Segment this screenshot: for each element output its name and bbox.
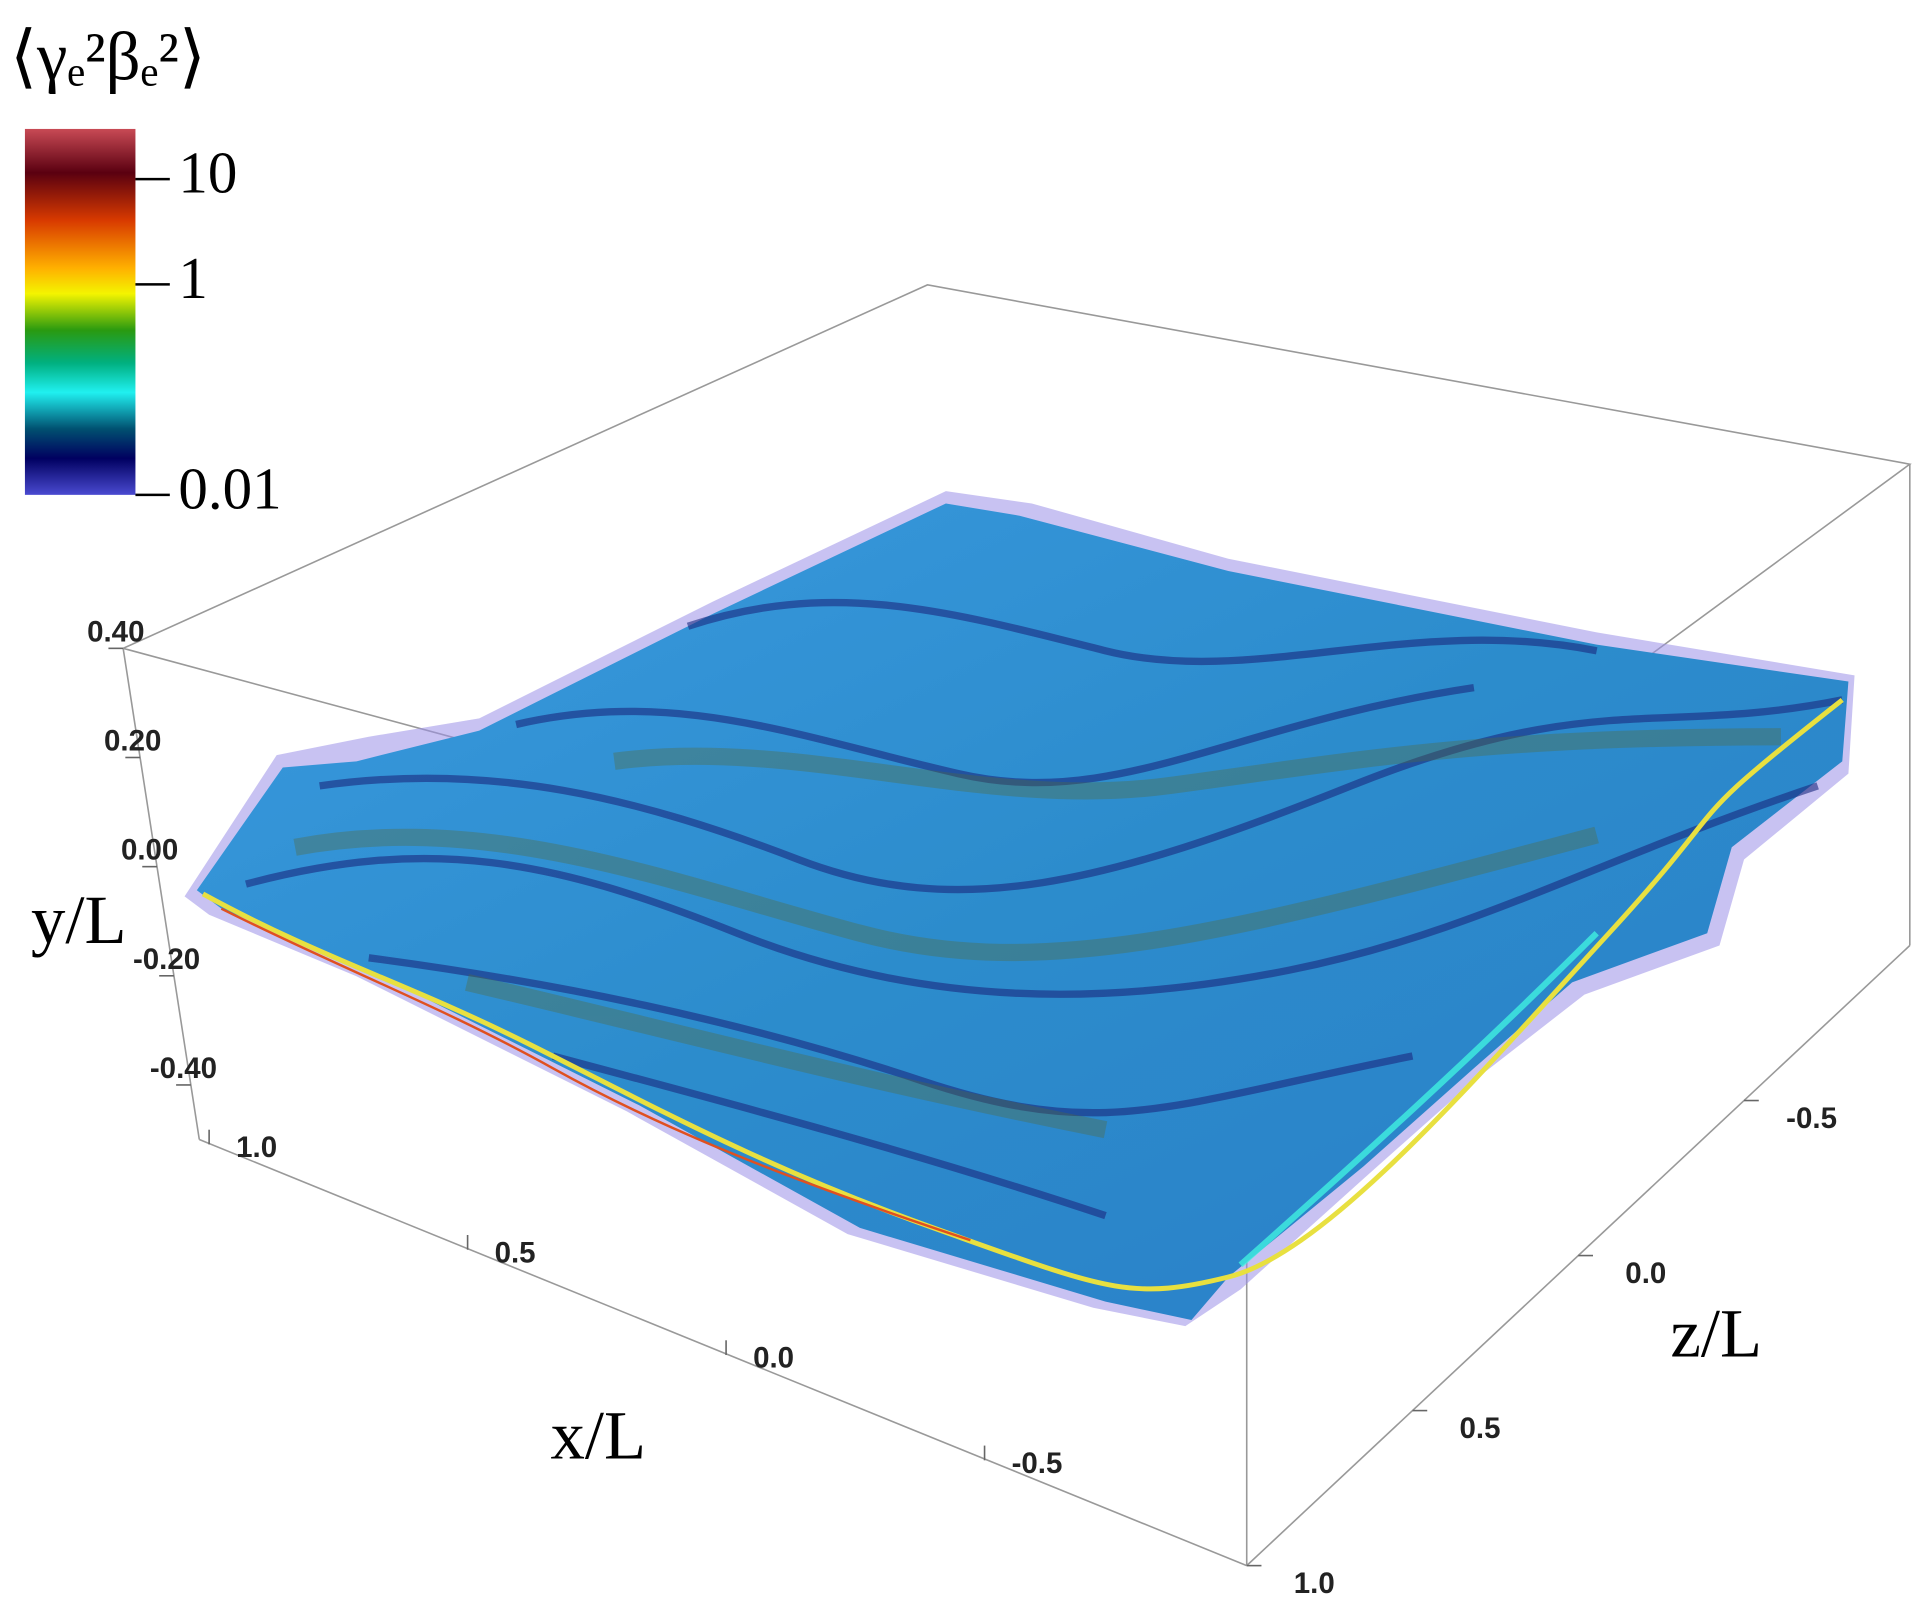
x-tick-label: -0.5 <box>1012 1447 1063 1480</box>
colorbar <box>24 128 136 495</box>
x-axis-label: x/L <box>550 1398 645 1474</box>
y-axis-label: y/L <box>31 882 126 958</box>
x-tick-label: 1.0 <box>236 1131 277 1164</box>
x-tick-label: 0.0 <box>753 1342 794 1375</box>
y-tick-label: 0.20 <box>104 725 161 758</box>
colorbar-tick-label: 10 <box>178 140 237 206</box>
y-tick-label: -0.40 <box>150 1052 217 1085</box>
colorbar-title: ⟨γₑ²βₑ²⟩ <box>10 19 205 95</box>
y-tick-label: 0.00 <box>121 834 178 867</box>
z-tick-label: 0.5 <box>1460 1412 1501 1445</box>
z-tick-label: 1.0 <box>1294 1567 1335 1600</box>
colorbar-tick-label: 0.01 <box>178 455 281 521</box>
z-tick-label: 0.0 <box>1625 1257 1666 1290</box>
x-tick-label: 0.5 <box>495 1236 536 1269</box>
y-tick-label: -0.20 <box>133 943 200 976</box>
colorbar-tick-label: 1 <box>178 245 207 311</box>
z-axis-label: z/L <box>1670 1296 1762 1372</box>
y-tick-label: 0.40 <box>87 615 144 648</box>
surface <box>184 491 1855 1327</box>
z-tick-label: -0.5 <box>1786 1102 1837 1135</box>
